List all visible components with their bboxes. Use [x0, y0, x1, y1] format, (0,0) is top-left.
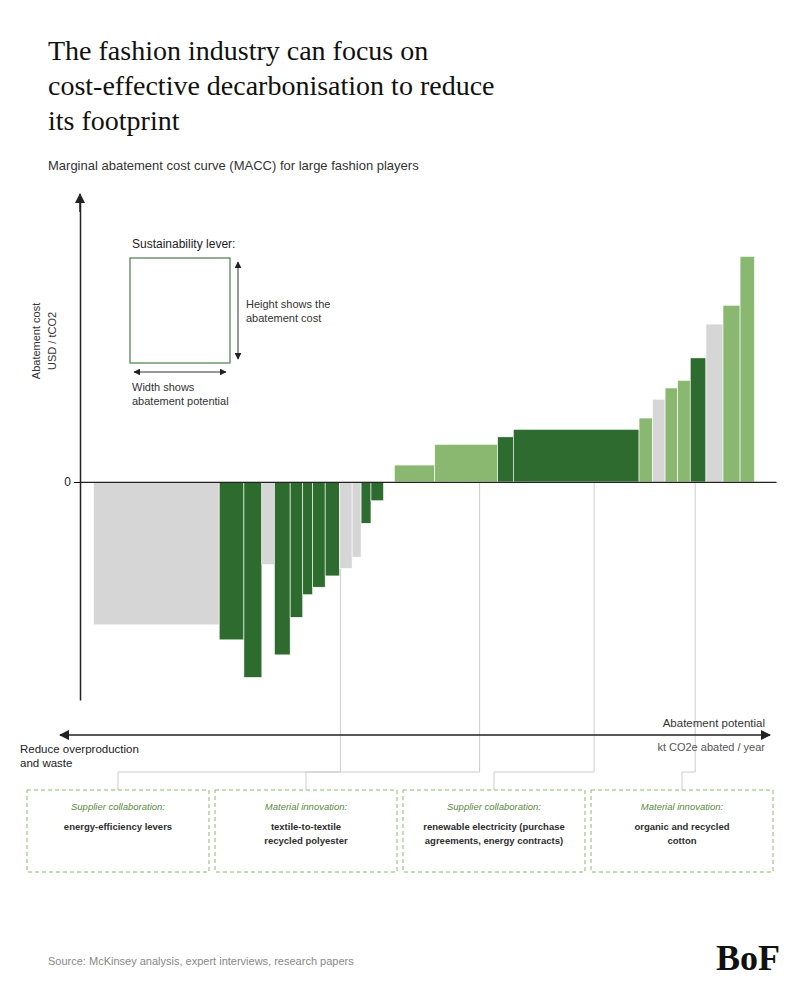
chart: The fashion industry can focus on cost-ef…: [0, 0, 800, 1000]
annotation-connector: [306, 482, 480, 790]
bar: [513, 429, 639, 482]
annotation-line: recycled polyester: [264, 835, 348, 846]
annotation-line: organic and recycled: [634, 821, 729, 832]
bar: [639, 418, 652, 482]
annotation-line: Material innovation:: [641, 801, 724, 812]
bar: [723, 305, 740, 482]
annotation-text: Material innovation: organic and recycled…: [634, 801, 729, 846]
annotation-connector: [494, 482, 594, 790]
annotation-text: Supplier collaboration: renewable electri…: [423, 801, 565, 846]
annotation-line: renewable electricity (purchase: [423, 821, 565, 832]
x-axis-arrow: [60, 734, 770, 736]
bar: [244, 482, 262, 677]
annotation-line: cotton: [667, 835, 696, 846]
title-line: cost-effective decarbonisation to reduce: [48, 70, 495, 101]
y-tick-mark: [74, 482, 80, 483]
subtitle: Marginal abatement cost curve (MACC) for…: [48, 158, 419, 173]
annotation-text: Material innovation: textile-to-textile re…: [264, 801, 348, 846]
annotation-line: Supplier collaboration:: [447, 801, 541, 812]
bar: [352, 482, 361, 557]
annotation-box: [27, 790, 209, 872]
x-label: Abatement potential: [663, 717, 765, 729]
annotation-line: energy-efficiency levers: [64, 821, 172, 832]
key-box: [130, 258, 230, 363]
bar: [325, 482, 339, 576]
key-title: Sustainability lever:: [132, 237, 235, 251]
note: Reduce overproduction and waste: [20, 743, 139, 769]
logo: BoF: [716, 938, 780, 978]
lever-key: Sustainability lever: Height shows the aba…: [130, 237, 330, 407]
y-label-unit: USD / tCO2: [46, 312, 58, 370]
key-width-text: Width shows abatement potential: [132, 381, 229, 407]
annotation-box: [591, 790, 773, 872]
bar: [394, 465, 434, 482]
annotation-line: textile-to-textile: [271, 821, 341, 832]
annotation-text: Supplier collaboration: energy-efficiency…: [64, 801, 172, 832]
y-tick: 0: [64, 475, 80, 489]
note-line: and waste: [20, 757, 72, 769]
bar: [678, 380, 691, 482]
y-tick-label: 0: [64, 475, 71, 489]
bar: [274, 482, 290, 655]
y-axis-line: [80, 201, 82, 701]
annotation-box: [403, 790, 585, 872]
bar: [435, 444, 498, 482]
title-line: its footprint: [48, 105, 180, 136]
bars: [93, 256, 754, 677]
y-axis-arrow: [79, 194, 81, 212]
key-height-text-line: abatement cost: [246, 312, 321, 324]
key-height-arrow: [238, 262, 239, 359]
zero-line: [81, 482, 777, 483]
key-height-text-line: Height shows the: [246, 298, 330, 310]
annotation-line: Supplier collaboration:: [71, 801, 165, 812]
annotation-box: [215, 790, 397, 872]
bar: [690, 358, 706, 482]
title: The fashion industry can focus on cost-ef…: [48, 35, 495, 136]
bar: [706, 324, 723, 482]
bar: [361, 482, 371, 523]
bar: [498, 437, 514, 482]
key-width-text-line: Width shows: [132, 381, 195, 393]
bar: [93, 482, 219, 625]
annotations: Supplier collaboration: energy-efficiency…: [27, 482, 773, 872]
x-axis: [81, 482, 777, 483]
y-label: Abatement cost: [30, 303, 42, 379]
x-label-unit: kt CO2e abated / year: [657, 741, 765, 753]
key-height-text: Height shows the abatement cost: [246, 298, 330, 324]
note-line: Reduce overproduction: [20, 743, 139, 755]
bar: [303, 482, 313, 595]
bar: [371, 482, 384, 501]
bar: [219, 482, 244, 640]
bar: [290, 482, 303, 617]
bar: [340, 482, 353, 568]
y-axis: 0: [64, 201, 80, 701]
source: Source: McKinsey analysis, expert interv…: [48, 955, 354, 967]
bar: [740, 256, 754, 482]
bar: [653, 399, 666, 482]
bar: [262, 482, 275, 565]
annotation-line: agreements, energy contracts): [425, 835, 563, 846]
bar: [313, 482, 326, 587]
bar: [665, 388, 678, 482]
annotation-line: Material innovation:: [265, 801, 348, 812]
title-line: The fashion industry can focus on: [48, 35, 428, 66]
key-width-text-line: abatement potential: [132, 395, 229, 407]
key-width-arrow: [134, 372, 226, 373]
